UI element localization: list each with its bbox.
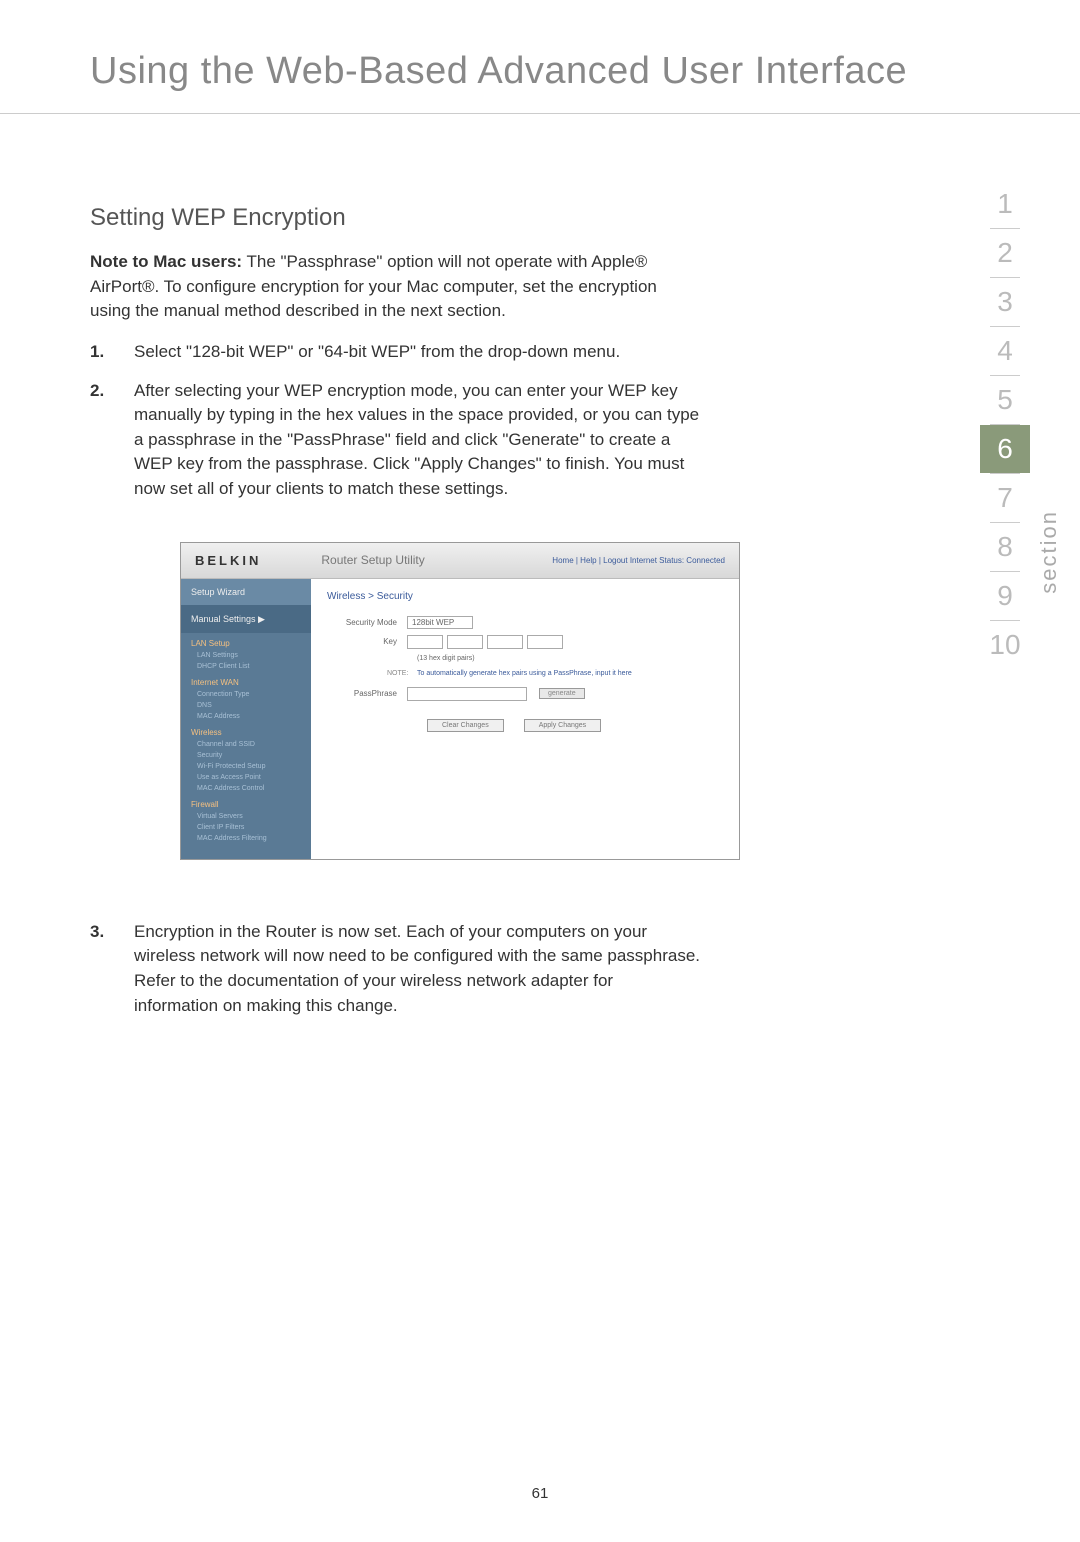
screenshot-main: Wireless > Security Security Mode 128bit… [311,579,739,859]
hex-hint: (13 hex digit pairs) [417,655,723,662]
setup-wizard: Setup Wizard [181,579,311,606]
key-input [527,635,563,649]
step-text: After selecting your WEP encryption mode… [134,379,700,502]
breadcrumb: Wireless > Security [327,591,723,602]
manual-settings: Manual Settings ▶ [181,606,311,633]
step-number: 3. [90,920,134,1019]
clear-button: Clear Changes [427,719,504,732]
list-item: 2. After selecting your WEP encryption m… [90,379,700,502]
step-text: Select "128-bit WEP" or "64-bit WEP" fro… [134,340,700,365]
list-item: 1. Select "128-bit WEP" or "64-bit WEP" … [90,340,700,365]
step-text: Encryption in the Router is now set. Eac… [134,920,700,1019]
list-item: 3. Encryption in the Router is now set. … [90,920,700,1019]
section-label: section [1036,510,1062,594]
note-text: To automatically generate hex pairs usin… [417,670,632,677]
sidebar-link: DHCP Client List [181,661,311,672]
page-number: 61 [0,1485,1080,1502]
key-label: Key [327,637,407,646]
sidebar-link: Client IP Filters [181,822,311,833]
section-heading: Setting WEP Encryption [90,204,700,232]
sidebar-group-title: LAN Setup [181,633,311,650]
main-content: Setting WEP Encryption Note to Mac users… [0,114,820,1018]
section-nav-item[interactable]: 7 [980,474,1030,522]
generate-button: generate [539,688,585,699]
sidebar-link: Channel and SSID [181,739,311,750]
screenshot-body: Setup Wizard Manual Settings ▶ LAN Setup… [181,579,739,859]
sidebar-group-title: Wireless [181,722,311,739]
security-mode-label: Security Mode [327,618,407,627]
section-nav-item[interactable]: 1 [980,180,1030,228]
sidebar-link: Use as Access Point [181,772,311,783]
utility-title: Router Setup Utility [321,553,424,567]
action-buttons: Clear Changes Apply Changes [427,719,723,732]
screenshot-sidebar: Setup Wizard Manual Settings ▶ LAN Setup… [181,579,311,859]
screenshot-header: BELKIN Router Setup Utility Home | Help … [181,543,739,579]
key-input [407,635,443,649]
section-nav-item[interactable]: 3 [980,278,1030,326]
steps-list-continued: 3. Encryption in the Router is now set. … [90,920,700,1019]
passphrase-label: PassPhrase [327,689,407,698]
section-nav-item[interactable]: 8 [980,523,1030,571]
sidebar-link: MAC Address [181,711,311,722]
security-mode-select: 128bit WEP [407,616,473,629]
section-nav-item[interactable]: 6 [980,425,1030,473]
section-nav: 12345678910 [980,180,1030,669]
page-title: Using the Web-Based Advanced User Interf… [90,50,990,93]
section-nav-item[interactable]: 10 [980,621,1030,669]
key-input [447,635,483,649]
page-header: Using the Web-Based Advanced User Interf… [0,0,1080,114]
sidebar-link: MAC Address Filtering [181,833,311,844]
key-row: Key [327,635,723,649]
passphrase-row: PassPhrase generate [327,687,723,701]
sidebar-group-title: Internet WAN [181,672,311,689]
sidebar-link: Virtual Servers [181,811,311,822]
belkin-logo: BELKIN [195,553,261,568]
router-screenshot: BELKIN Router Setup Utility Home | Help … [180,542,740,860]
step-number: 2. [90,379,134,502]
sidebar-link: DNS [181,700,311,711]
section-nav-item[interactable]: 2 [980,229,1030,277]
key-inputs [407,635,563,649]
sidebar-group-title: Firewall [181,794,311,811]
section-nav-item[interactable]: 9 [980,572,1030,620]
note-label: Note to Mac users: [90,252,242,271]
sidebar-link: LAN Settings [181,650,311,661]
key-input [487,635,523,649]
steps-list: 1. Select "128-bit WEP" or "64-bit WEP" … [90,340,700,502]
sidebar-link: Security [181,750,311,761]
step-number: 1. [90,340,134,365]
sidebar-link: Wi-Fi Protected Setup [181,761,311,772]
section-nav-item[interactable]: 4 [980,327,1030,375]
apply-button: Apply Changes [524,719,601,732]
note-label: NOTE: [387,670,417,677]
passphrase-input [407,687,527,701]
top-links: Home | Help | Logout Internet Status: Co… [552,556,725,565]
sidebar-link: MAC Address Control [181,783,311,794]
note-row: NOTE: To automatically generate hex pair… [387,670,723,677]
security-mode-row: Security Mode 128bit WEP [327,616,723,629]
mac-note: Note to Mac users: The "Passphrase" opti… [90,250,700,324]
section-nav-item[interactable]: 5 [980,376,1030,424]
sidebar-link: Connection Type [181,689,311,700]
